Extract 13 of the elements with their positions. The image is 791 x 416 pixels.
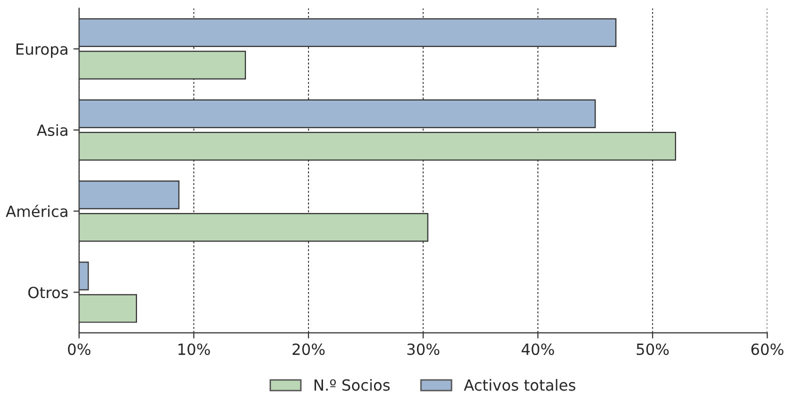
legend-label: Activos totales bbox=[464, 379, 576, 391]
x-tick-label: 30% bbox=[407, 343, 440, 356]
x-tick-label: 40% bbox=[522, 343, 554, 356]
x-tick-label: 20% bbox=[292, 343, 325, 356]
y-tick-label: América bbox=[6, 204, 68, 218]
y-tick-label: Europa bbox=[16, 44, 68, 58]
y-tick-label: Otros bbox=[28, 286, 68, 298]
x-tick-label: 60% bbox=[751, 343, 784, 356]
x-tick-label: 0% bbox=[68, 343, 90, 356]
y-tick-label: Asia bbox=[36, 124, 68, 136]
legend-label: N.º Socios bbox=[314, 379, 390, 391]
x-tick-label: 10% bbox=[178, 343, 210, 356]
x-tick-label: 50% bbox=[636, 343, 669, 356]
